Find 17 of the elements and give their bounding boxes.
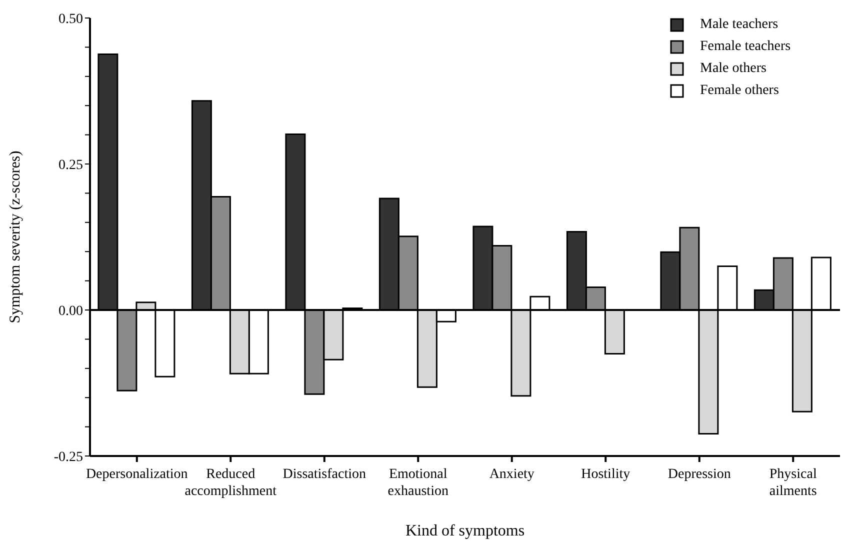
y-tick-label: 0.50 bbox=[58, 12, 83, 27]
y-tick-label: 0.00 bbox=[58, 304, 83, 319]
x-tick-label: Physical ailments bbox=[769, 467, 817, 499]
x-tick-label: Emotional exhaustion bbox=[388, 467, 448, 499]
y-tick-label: 0.25 bbox=[58, 158, 83, 173]
y-tick-label: -0.25 bbox=[54, 450, 83, 465]
x-tick-label: Depersonalization bbox=[86, 467, 188, 482]
legend-label: Female teachers bbox=[700, 38, 791, 56]
x-tick-label: Hostility bbox=[581, 467, 630, 482]
x-axis-title: Kind of symptoms bbox=[405, 522, 525, 540]
x-tick-label: Dissatisfaction bbox=[282, 467, 366, 482]
x-tick-label: Anxiety bbox=[489, 467, 534, 482]
legend-label: Male teachers bbox=[700, 16, 778, 34]
x-tick-label: Depression bbox=[668, 467, 731, 482]
legend-label: Female others bbox=[700, 82, 779, 100]
legend-label: Male others bbox=[700, 60, 766, 78]
y-axis-title: Symptom severity (z-scores) bbox=[7, 150, 24, 324]
